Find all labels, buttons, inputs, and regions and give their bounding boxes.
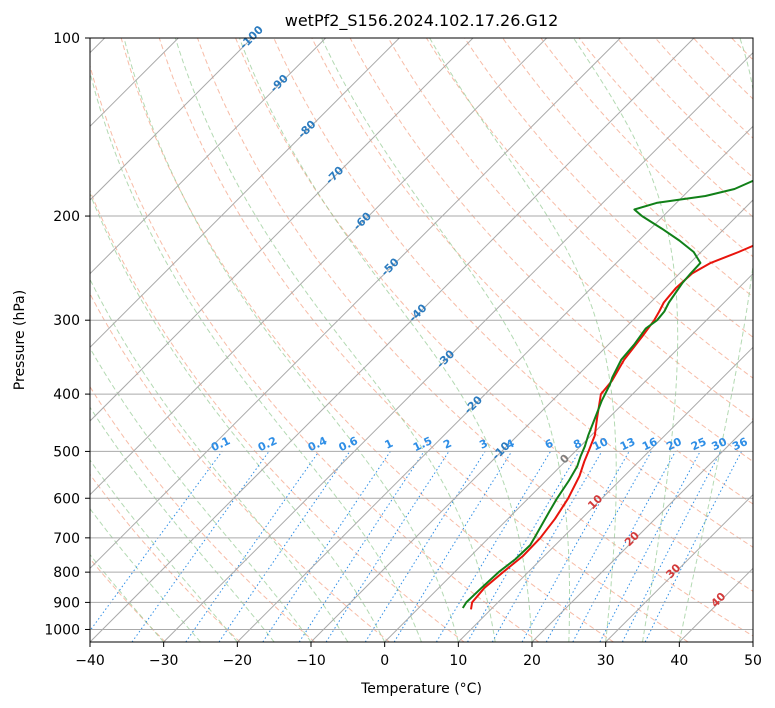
- isotherm-gridline: [90, 38, 253, 201]
- moist-adiabat: [90, 192, 386, 642]
- moist-adiabat: [90, 406, 275, 642]
- x-tick-label: −40: [75, 653, 105, 669]
- y-tick-label: 200: [53, 209, 80, 225]
- mixing-ratio-line: [325, 451, 450, 642]
- moist-adiabat: [90, 278, 349, 642]
- mixing-ratio-label: 30: [710, 435, 730, 453]
- plot-frame: [89, 37, 754, 643]
- temperature-line: [470, 244, 753, 610]
- mixing-ratio-line: [90, 451, 223, 632]
- dry-adiabat: [90, 292, 390, 642]
- isotherm-gridline: [90, 38, 695, 642]
- mixing-ratio-label: 25: [689, 435, 708, 453]
- moist-adiabat: [573, 38, 679, 642]
- background-lines: [90, 38, 753, 642]
- y-axis-label: Pressure (hPa): [12, 290, 28, 390]
- isotherm-gridline: [90, 38, 548, 496]
- dry-adiabat: [120, 38, 614, 642]
- y-tick-label: 1000: [44, 622, 80, 638]
- x-tick-label: −10: [296, 653, 326, 669]
- x-tick-label: 30: [597, 653, 615, 669]
- dry-adiabat: [464, 38, 753, 338]
- mixing-ratio-line: [364, 451, 486, 642]
- x-tick-label: 20: [523, 653, 541, 669]
- y-tick-label: 900: [53, 595, 80, 611]
- x-tick-label: 50: [744, 653, 762, 669]
- isotherm-gridline: [90, 38, 474, 422]
- moist-adiabat: [429, 38, 617, 642]
- moist-adiabat: [321, 38, 571, 642]
- isotherm-gridline: [163, 51, 753, 642]
- sounding-traces: [461, 179, 753, 610]
- isotherm-gridline: [90, 38, 400, 349]
- dry-adiabat: [273, 38, 753, 548]
- dewpoint-line: [461, 179, 753, 609]
- mixing-ratio-label: 10: [591, 435, 611, 453]
- mixing-ratio-line: [572, 451, 676, 642]
- x-tick-label: −30: [149, 653, 179, 669]
- mixing-ratio-line: [393, 451, 513, 642]
- dry-adiabat: [158, 38, 689, 642]
- mixing-ratio-line: [467, 451, 580, 642]
- y-tick-label: 600: [53, 491, 80, 507]
- y-tick-label: 400: [53, 387, 80, 403]
- isotherm-gridline: [457, 346, 753, 642]
- mixing-ratio-line: [491, 451, 603, 642]
- mixing-ratio-label: 16: [640, 435, 660, 453]
- x-tick-label: 40: [670, 653, 688, 669]
- moist-adiabat: [678, 38, 753, 642]
- y-tick-label: 700: [53, 531, 80, 547]
- dry-adiabat: [349, 38, 753, 463]
- y-tick-label: 100: [53, 31, 80, 47]
- y-tick-label: 800: [53, 565, 80, 581]
- dry-adiabat: [90, 385, 316, 642]
- dry-adiabat: [235, 38, 753, 592]
- mixing-ratio-label: 13: [618, 435, 637, 453]
- mixing-ratio-label: 36: [730, 435, 750, 453]
- y-tick-label: 300: [53, 313, 80, 329]
- axis-ticks: −40 −30 −20 −10 0 10 20 30 40 50 100 200 300 400 500 60…: [44, 31, 762, 669]
- moist-adiabat: [90, 70, 422, 642]
- moist-adiabat: [174, 38, 496, 642]
- moist-adiabat: [90, 459, 238, 642]
- isotherm-gridline: [531, 420, 753, 642]
- chart-title: wetPf2_S156.2024.102.17.26.G12: [285, 11, 559, 31]
- isotherm-gridline: [605, 493, 753, 642]
- mixing-ratio-line: [435, 451, 552, 642]
- isotherm-gridline: [90, 38, 621, 570]
- mixing-ratio-line: [521, 451, 630, 642]
- x-tick-label: −20: [223, 653, 253, 669]
- moist-adiabat: [238, 38, 533, 642]
- dry-adiabat: [90, 473, 241, 642]
- dry-adiabat: [311, 38, 753, 505]
- x-axis-label: Temperature (°C): [360, 681, 482, 697]
- mixing-ratio-line: [218, 451, 351, 642]
- mixing-ratio-line: [545, 451, 652, 642]
- dry-adiabat: [90, 64, 540, 642]
- y-tick-label: 500: [53, 444, 80, 460]
- dry-adiabat: [578, 38, 753, 218]
- isotherm-gridline: [384, 272, 753, 642]
- mixing-ratio-label: 20: [664, 435, 684, 453]
- mixing-ratio-line: [131, 451, 270, 642]
- isotherm-gridline: [90, 38, 327, 275]
- isotherm-gridline: [310, 199, 753, 642]
- dry-adiabat: [90, 189, 465, 642]
- x-tick-label: 0: [380, 653, 389, 669]
- isotherm-gridline: [236, 125, 753, 642]
- dry-adiabat: [425, 38, 753, 379]
- x-tick-label: 10: [449, 653, 467, 669]
- moist-adiabat: [123, 38, 459, 642]
